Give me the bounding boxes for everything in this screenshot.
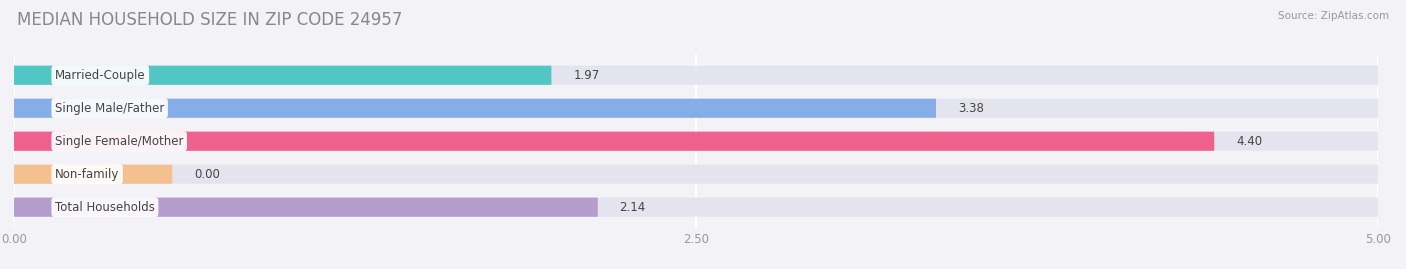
FancyBboxPatch shape	[14, 165, 1378, 184]
Text: 0.00: 0.00	[194, 168, 219, 181]
Text: Total Households: Total Households	[55, 201, 155, 214]
Text: 4.40: 4.40	[1236, 135, 1263, 148]
FancyBboxPatch shape	[14, 66, 551, 85]
FancyBboxPatch shape	[14, 165, 173, 184]
FancyBboxPatch shape	[14, 66, 1378, 85]
Text: MEDIAN HOUSEHOLD SIZE IN ZIP CODE 24957: MEDIAN HOUSEHOLD SIZE IN ZIP CODE 24957	[17, 11, 402, 29]
FancyBboxPatch shape	[14, 132, 1378, 151]
Text: Single Male/Father: Single Male/Father	[55, 102, 165, 115]
FancyBboxPatch shape	[14, 198, 598, 217]
Text: 3.38: 3.38	[957, 102, 984, 115]
Text: Single Female/Mother: Single Female/Mother	[55, 135, 183, 148]
FancyBboxPatch shape	[14, 99, 936, 118]
Text: 2.14: 2.14	[620, 201, 645, 214]
FancyBboxPatch shape	[14, 132, 1215, 151]
Text: 1.97: 1.97	[574, 69, 599, 82]
Text: Non-family: Non-family	[55, 168, 120, 181]
FancyBboxPatch shape	[14, 198, 1378, 217]
Text: Source: ZipAtlas.com: Source: ZipAtlas.com	[1278, 11, 1389, 21]
FancyBboxPatch shape	[14, 99, 1378, 118]
Text: Married-Couple: Married-Couple	[55, 69, 146, 82]
